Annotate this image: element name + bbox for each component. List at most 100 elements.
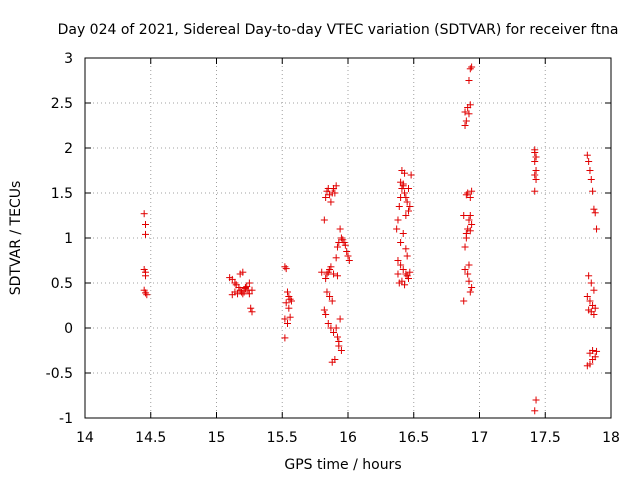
data-point xyxy=(397,239,405,246)
data-point xyxy=(593,225,601,233)
data-point xyxy=(402,212,410,219)
y-tick-label: 0 xyxy=(64,321,73,337)
data-point xyxy=(468,284,476,291)
data-point xyxy=(324,268,332,276)
x-tick-label: 18 xyxy=(602,430,620,446)
data-point xyxy=(336,315,344,323)
data-point xyxy=(589,356,597,363)
data-point xyxy=(141,221,149,228)
data-point xyxy=(590,286,598,294)
data-point xyxy=(590,205,598,213)
data-point xyxy=(460,212,468,219)
data-point xyxy=(320,306,328,314)
data-point xyxy=(587,279,595,287)
x-tick-label: 16.5 xyxy=(398,430,429,446)
data-point xyxy=(583,151,591,159)
data-point xyxy=(406,268,414,276)
data-point xyxy=(589,187,597,195)
data-point xyxy=(236,286,244,294)
data-point xyxy=(323,270,331,278)
data-point xyxy=(234,290,242,298)
data-point xyxy=(407,171,415,179)
data-point xyxy=(466,194,474,201)
data-point xyxy=(399,266,407,273)
data-point xyxy=(228,291,236,299)
x-tick-label: 14 xyxy=(76,430,94,446)
data-point xyxy=(287,297,295,305)
data-point xyxy=(332,182,340,190)
data-point xyxy=(141,230,149,238)
data-point xyxy=(466,101,474,109)
data-point xyxy=(141,289,149,297)
data-point xyxy=(461,243,469,251)
data-point xyxy=(345,257,353,264)
data-point xyxy=(284,320,292,327)
data-point xyxy=(465,277,473,285)
data-point xyxy=(322,311,330,318)
data-point xyxy=(461,122,469,129)
data-point xyxy=(141,272,149,280)
data-point xyxy=(465,261,473,269)
x-tick-label: 17.5 xyxy=(530,430,561,446)
data-point xyxy=(399,182,407,190)
data-point xyxy=(468,63,476,71)
data-point xyxy=(402,194,410,201)
x-tick-label: 14.5 xyxy=(135,430,166,446)
data-point xyxy=(343,248,351,255)
data-point xyxy=(466,212,474,219)
data-point xyxy=(586,360,594,368)
data-point xyxy=(282,299,290,307)
x-axis-label: GPS time / hours xyxy=(284,457,401,473)
data-point xyxy=(462,117,470,125)
x-tick-label: 15 xyxy=(208,430,226,446)
data-point xyxy=(403,272,411,280)
data-point xyxy=(532,176,540,183)
data-point xyxy=(323,288,331,296)
x-axis: 14 14.5 15 15.5 16 16.5 17 17.5 18 xyxy=(76,58,620,446)
data-point xyxy=(462,191,470,199)
data-point xyxy=(465,216,473,224)
data-point xyxy=(395,203,403,210)
data-point xyxy=(397,178,405,186)
data-point xyxy=(320,216,328,224)
y-tick-label: 0.5 xyxy=(51,276,73,292)
data-point xyxy=(465,77,473,84)
data-point xyxy=(465,110,473,118)
data-point xyxy=(331,189,339,197)
data-point xyxy=(593,347,601,355)
data-point xyxy=(322,275,330,282)
data-point xyxy=(586,167,594,174)
data-point xyxy=(532,153,540,161)
data-point xyxy=(591,209,599,217)
data-point xyxy=(337,347,345,354)
data-point xyxy=(245,279,253,287)
data-point xyxy=(333,272,341,280)
data-point xyxy=(241,284,249,291)
data-point xyxy=(398,277,406,285)
data-point xyxy=(590,311,598,318)
data-point xyxy=(284,288,292,296)
data-point xyxy=(332,324,340,332)
data-point xyxy=(401,189,409,197)
data-point xyxy=(282,265,290,273)
x-tick-label: 16 xyxy=(339,430,357,446)
chart-title: Day 024 of 2021, Sidereal Day-to-day VTE… xyxy=(58,22,619,38)
y-tick-label: 1 xyxy=(64,231,73,247)
x-tick-label: 15.5 xyxy=(267,430,298,446)
data-point xyxy=(462,230,470,237)
data-point xyxy=(337,234,345,242)
data-point xyxy=(403,198,411,206)
data-point xyxy=(585,272,593,280)
data-point xyxy=(341,241,349,249)
data-point xyxy=(324,320,332,327)
data-point xyxy=(404,207,412,215)
data-point xyxy=(401,281,409,289)
data-point xyxy=(327,198,335,206)
data-point xyxy=(243,283,251,291)
data-point xyxy=(397,261,405,269)
data-point xyxy=(468,187,476,195)
data-point xyxy=(464,189,472,197)
data-point xyxy=(286,295,294,303)
data-point xyxy=(591,304,599,312)
